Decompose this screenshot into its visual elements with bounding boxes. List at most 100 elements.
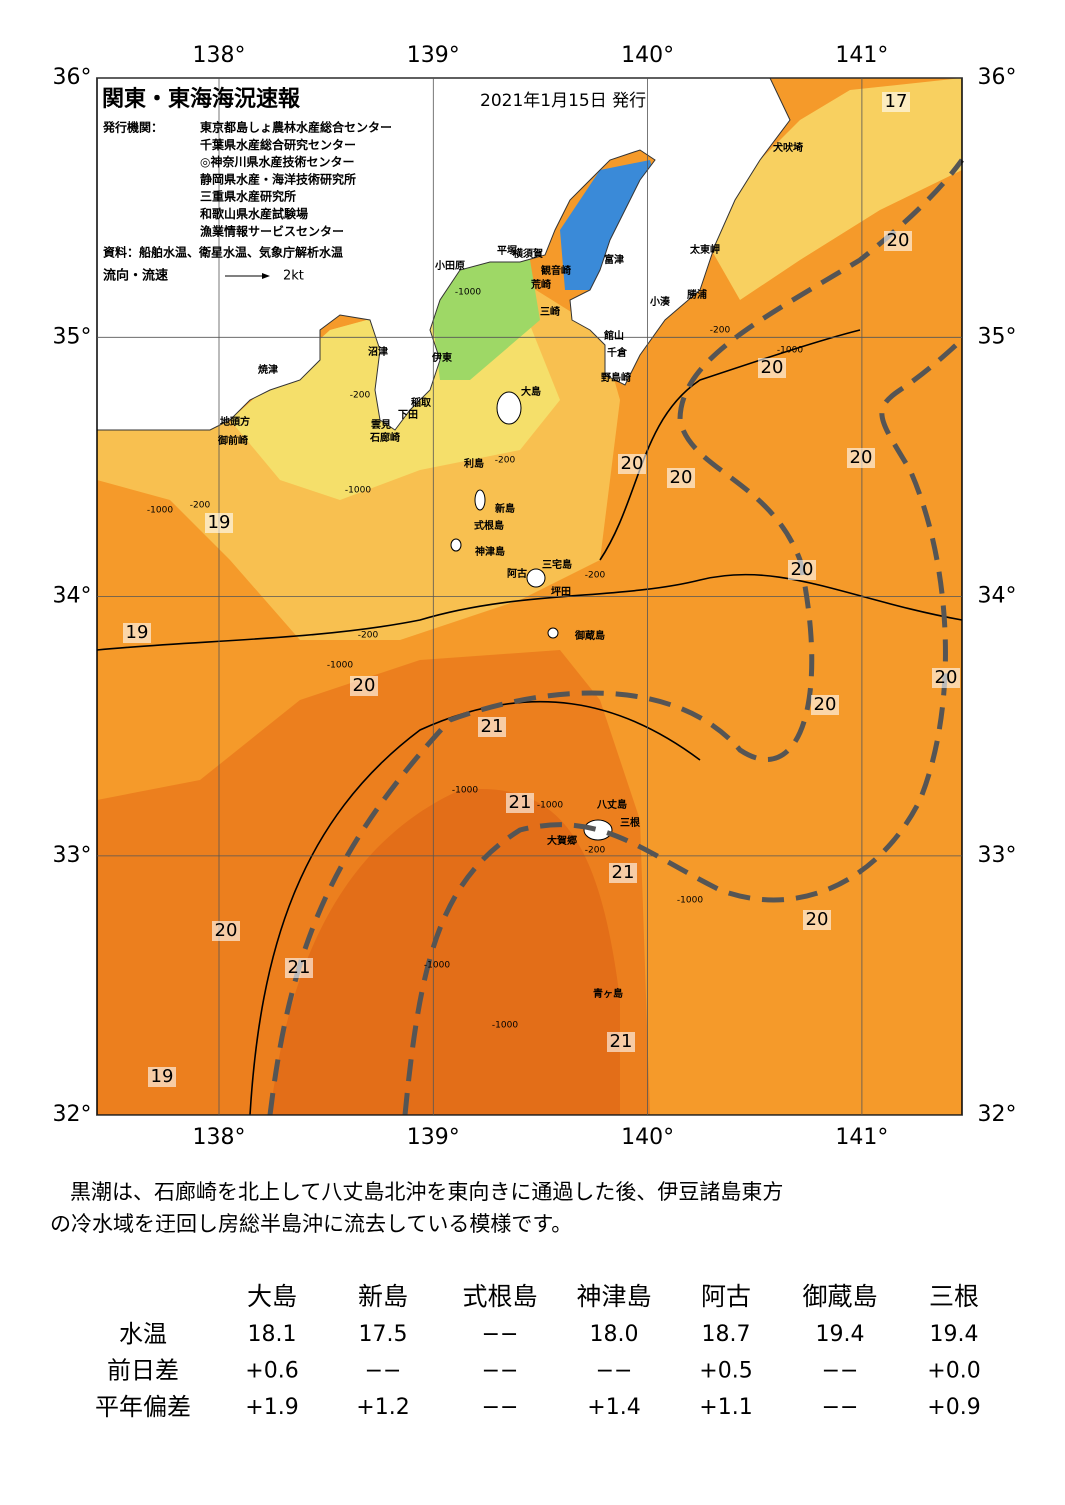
place-name: 神津島: [475, 545, 505, 558]
cell: +0.0: [927, 1359, 980, 1384]
island: [474, 489, 486, 511]
lat-label: 32°: [978, 1102, 1017, 1127]
isotherm: [96, 329, 963, 1116]
place-name: 三崎: [540, 305, 560, 318]
temp-label-bg: [285, 958, 313, 978]
place-name: 観音崎: [541, 264, 571, 277]
temperature-label: 20: [814, 694, 837, 715]
temp-label-bg: [148, 1067, 176, 1087]
issuer: 漁業情報サービスセンター: [200, 223, 344, 238]
depth-label: -1000: [455, 288, 481, 298]
kuroshio-core: [270, 788, 620, 1115]
depth-label: -1000: [345, 486, 371, 496]
depth-label: -1000: [677, 896, 703, 906]
column-header: 大島: [247, 1282, 297, 1311]
issue-date: 2021年1月15日 発行: [480, 91, 646, 111]
temp-label-bg: [882, 92, 910, 112]
depth-label: -200: [190, 501, 211, 511]
place-name: 横須賀: [513, 247, 543, 260]
place-name: 利島: [464, 457, 484, 470]
temp-label-bg: [212, 921, 240, 941]
place-name: 千倉: [607, 346, 628, 359]
lat-label: 35°: [978, 324, 1017, 349]
issuer-label: 発行機関：: [102, 120, 163, 135]
temp-label-bg: [478, 717, 506, 737]
place-name: 平塚: [497, 244, 517, 257]
island: [450, 538, 462, 552]
lon-label: 141°: [835, 1125, 888, 1150]
lon-label: 141°: [835, 43, 888, 68]
cell: −−: [482, 1359, 519, 1384]
place-name: 勝浦: [687, 288, 707, 301]
depth-label: -1000: [147, 506, 173, 516]
map-title: 関東・東海海況速報: [102, 86, 301, 112]
place-name: 稲取: [411, 396, 432, 409]
lon-label: 139°: [407, 1125, 460, 1150]
row-label: 平年偏差: [95, 1393, 191, 1421]
column-header: 御蔵島: [802, 1282, 877, 1311]
lat-label: 33°: [978, 843, 1017, 868]
place-name: 下田: [398, 409, 418, 421]
place-name: 地頭方: [220, 415, 250, 428]
temperature-label: 20: [806, 909, 829, 930]
temperature-label: 19: [126, 622, 149, 643]
depth-label: -200: [585, 846, 606, 856]
temperature-label: 20: [353, 675, 376, 696]
cell: −−: [822, 1395, 859, 1420]
island: [547, 627, 559, 639]
source: 資料：船舶水温、衛星水温、気象庁解析水温: [103, 245, 343, 260]
cell: −−: [365, 1359, 402, 1384]
issuer: 和歌山県水産試験場: [199, 206, 308, 221]
place-name: 御蔵島: [574, 629, 605, 642]
flow-speed: 2kt: [283, 269, 304, 284]
lat-label: 33°: [53, 843, 92, 868]
temp-label-bg: [811, 695, 839, 715]
temperature-label: 20: [215, 920, 238, 941]
place-name: 新島: [495, 502, 515, 515]
depth-label: -200: [495, 456, 516, 466]
temp-label-bg: [205, 513, 233, 533]
land: [96, 77, 791, 431]
temperature-label: 20: [935, 667, 958, 688]
depth-label: -1000: [327, 661, 353, 671]
lat-label: 36°: [53, 65, 92, 90]
place-name: 太東岬: [689, 243, 720, 256]
depth-label: -1000: [492, 1021, 518, 1031]
summary-line: 黒潮は、石廊崎を北上して八丈島北沖を東向きに通過した後、伊豆諸島東方: [70, 1180, 783, 1204]
depth-label: -200: [585, 571, 606, 581]
kuroshio-axis: [402, 338, 964, 1116]
depth-label: -200: [358, 631, 379, 641]
issuer: 東京都島しょ農林水産総合センター: [200, 120, 392, 135]
cell: 19.4: [816, 1322, 865, 1347]
cell: +0.5: [699, 1359, 752, 1384]
column-header: 新島: [358, 1282, 408, 1311]
cell: 19.4: [930, 1322, 979, 1347]
temp-label-bg: [506, 793, 534, 813]
depth-label: -1000: [424, 961, 450, 971]
place-name: 荒崎: [530, 278, 551, 291]
temperature-label: 21: [288, 957, 311, 978]
place-name: 野島崎: [601, 371, 631, 384]
place-name: 館山: [603, 329, 624, 342]
boso-coastal: [700, 78, 962, 300]
cell: +1.4: [587, 1395, 640, 1420]
temp-label-bg: [758, 358, 786, 378]
place-name: 式根島: [474, 519, 504, 532]
cell: +1.2: [356, 1395, 409, 1420]
temp-label-bg: [350, 676, 378, 696]
column-header: 阿古: [701, 1282, 751, 1311]
lon-label: 140°: [621, 43, 674, 68]
temp-label-bg: [667, 468, 695, 488]
temp-label-bg: [607, 1032, 635, 1052]
row-label: 前日差: [107, 1357, 179, 1385]
lon-label: 139°: [407, 43, 460, 68]
place-name: 沼津: [368, 345, 388, 358]
cell: 18.0: [590, 1322, 639, 1347]
column-header: 神津島: [576, 1282, 651, 1311]
depth-label: -200: [350, 391, 371, 401]
lat-label: 34°: [53, 584, 92, 609]
temperature-label: 20: [791, 559, 814, 580]
column-header: 三根: [929, 1282, 979, 1311]
temp-label-bg: [847, 448, 875, 468]
